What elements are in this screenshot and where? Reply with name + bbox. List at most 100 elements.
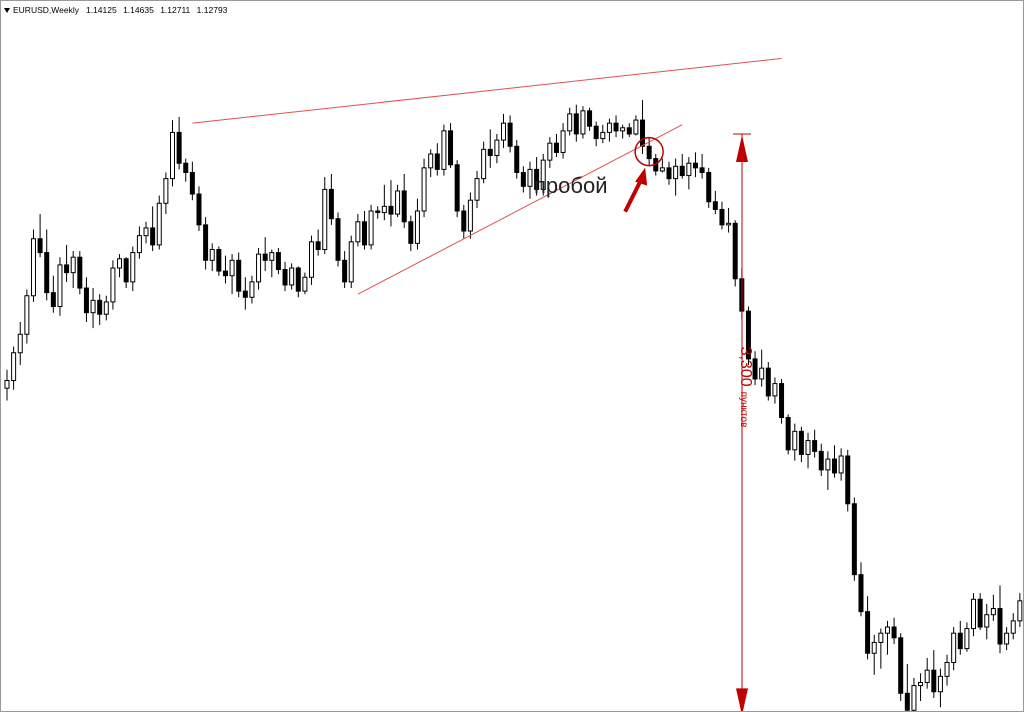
- candle: [295, 266, 301, 298]
- candle: [759, 349, 765, 387]
- candle: [256, 247, 262, 290]
- candle-body: [117, 258, 123, 269]
- candle: [679, 153, 685, 179]
- candle-body: [673, 165, 679, 180]
- candle-body: [712, 201, 718, 210]
- candle: [309, 235, 315, 285]
- candle-body: [573, 113, 579, 135]
- candle: [997, 585, 1003, 654]
- candle: [143, 221, 149, 244]
- candle: [44, 229, 50, 301]
- candle-body: [130, 252, 136, 283]
- candle: [871, 634, 877, 675]
- candle: [216, 246, 222, 276]
- candle: [90, 288, 96, 329]
- candle: [977, 593, 983, 631]
- candle: [381, 184, 387, 221]
- candle: [130, 246, 136, 292]
- candle-body: [282, 269, 288, 286]
- candle-body: [726, 222, 732, 226]
- candle: [726, 207, 732, 233]
- candle-body: [289, 267, 295, 286]
- candle: [772, 377, 778, 404]
- candle-body: [421, 167, 427, 212]
- candle-body: [315, 241, 321, 251]
- candle: [765, 362, 771, 401]
- candle: [355, 214, 361, 247]
- candle: [620, 124, 626, 139]
- breakout-circle: [634, 136, 664, 167]
- candle: [249, 275, 255, 304]
- candle-body: [1004, 632, 1010, 645]
- candle-body: [262, 253, 268, 261]
- candle-body: [256, 253, 262, 283]
- candle-body: [587, 110, 593, 127]
- candle: [348, 235, 354, 289]
- dropdown-triangle-icon[interactable]: [4, 7, 10, 13]
- candle-body: [745, 310, 751, 360]
- breakout-label: пробой: [534, 173, 608, 198]
- candle-body: [779, 383, 785, 418]
- candle-body: [395, 190, 401, 215]
- candle: [176, 116, 182, 170]
- candle: [659, 158, 665, 173]
- candle: [891, 617, 897, 644]
- candle: [990, 594, 996, 621]
- candle-body: [924, 669, 930, 684]
- ohlc-low: 1.12711: [160, 5, 191, 15]
- candle-body: [242, 290, 248, 298]
- candle-body: [951, 632, 957, 663]
- candle-body: [785, 416, 791, 451]
- candle: [189, 161, 195, 201]
- candle: [673, 158, 679, 196]
- candle: [375, 206, 381, 219]
- candle-body: [825, 458, 831, 471]
- candle-body: [1017, 600, 1023, 622]
- candle-body: [487, 148, 493, 157]
- candle-body: [812, 440, 818, 452]
- candle-body: [765, 367, 771, 397]
- candle: [838, 448, 844, 481]
- candle: [209, 243, 215, 272]
- candle-body: [216, 249, 222, 272]
- candle-body: [640, 119, 646, 147]
- candle: [123, 257, 129, 289]
- candle: [534, 157, 540, 196]
- candle: [812, 429, 818, 458]
- candle: [302, 272, 308, 295]
- candle: [964, 622, 970, 652]
- candle: [57, 257, 63, 316]
- candle-body: [971, 598, 977, 630]
- candle-body: [514, 145, 520, 173]
- candle: [269, 249, 275, 278]
- candle: [11, 346, 17, 390]
- candle-body: [679, 165, 685, 177]
- candle: [467, 192, 473, 239]
- candle: [553, 133, 559, 158]
- arrow-down-icon: [736, 688, 748, 711]
- candle: [421, 158, 427, 218]
- candle-body: [666, 167, 672, 180]
- candle: [1017, 593, 1023, 628]
- candle: [501, 113, 506, 148]
- candle-body: [461, 210, 467, 232]
- candle-body: [176, 131, 182, 164]
- candle-body: [494, 139, 500, 157]
- candle: [865, 596, 871, 660]
- candle: [732, 220, 738, 287]
- candle-body: [606, 122, 612, 133]
- candle-body: [931, 669, 937, 693]
- candle: [600, 124, 606, 144]
- candle: [342, 251, 348, 289]
- candle: [17, 321, 23, 366]
- candle-body: [196, 193, 202, 226]
- ohlc-close: 1.12793: [196, 5, 228, 15]
- candle-body: [686, 162, 692, 177]
- candle: [851, 497, 857, 581]
- candle-body: [977, 598, 983, 628]
- ohlc-values: 1.14125 1.14635 1.12711 1.12793: [82, 5, 227, 15]
- candle: [719, 201, 725, 230]
- candle: [461, 204, 467, 239]
- candle: [64, 244, 70, 282]
